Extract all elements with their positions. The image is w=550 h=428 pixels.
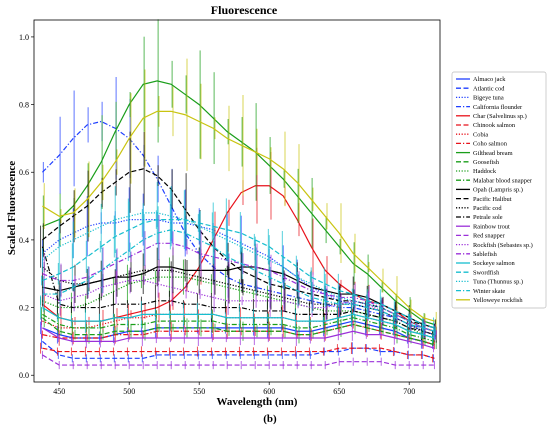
legend-label: Almaco jack [473, 76, 506, 83]
legend-label: Swordfish [473, 269, 500, 276]
legend-label: Sablefish [473, 251, 498, 258]
legend-label: Coho salmon [473, 141, 508, 148]
x-tick-label: 700 [403, 387, 415, 396]
series-line [42, 307, 435, 339]
legend-label: Rockfish (Sebastes sp.) [473, 242, 533, 249]
legend-label: Yelloweye rockfish [473, 297, 523, 304]
series-line [41, 120, 435, 332]
y-tick-label: 0.6 [19, 168, 29, 177]
series-20 [40, 295, 435, 343]
legend-box [451, 71, 547, 309]
legend-label: Pacific Halibut [473, 196, 512, 203]
legend-label: Bigeye tuna [473, 95, 504, 102]
legend-label: Malabar blood snapper [473, 177, 533, 184]
legend-label: Sockeye salmon [473, 260, 516, 267]
legend-label: Opah (Lampris sp.) [473, 187, 523, 194]
series-11 [41, 307, 435, 347]
series-9 [42, 308, 437, 349]
series-line [42, 266, 435, 336]
y-tick-label: 0.4 [19, 236, 29, 245]
legend-label: Atlantic cod [473, 85, 505, 92]
x-tick-label: 600 [263, 387, 275, 396]
error-bars-24 [43, 58, 437, 331]
legend-label: Cobia [473, 131, 488, 138]
series-line [42, 323, 435, 346]
legend-label: Tuna (Thunnus sp.) [473, 279, 523, 286]
error-bars-1 [41, 333, 434, 363]
legend-label: Goosefish [473, 159, 500, 166]
legend-label: Rainbow trout [473, 223, 510, 230]
legend-label: Red snapper [473, 233, 506, 240]
x-tick-label: 500 [123, 387, 135, 396]
series-23 [42, 206, 436, 336]
legend-label: Petrale sole [473, 214, 503, 221]
plot-frame [33, 19, 441, 383]
series-1 [41, 333, 435, 363]
legend-label: Winter skate [473, 288, 505, 295]
legend-label: Chinook salmon [473, 122, 516, 129]
series-17 [41, 350, 435, 370]
series-line [42, 327, 435, 349]
series-16 [41, 317, 435, 353]
series-line [42, 340, 435, 359]
series-line [42, 313, 435, 342]
plot-marks [40, 19, 437, 370]
legend-label: California flounder [473, 104, 523, 111]
series-line [42, 80, 435, 326]
panel-label: (b) [263, 413, 277, 425]
series-line [42, 168, 435, 329]
axes: 450 500 550 600 650 700 0.0 0.2 0.4 0.6 0.8 1.0 [19, 33, 415, 396]
series-24 [42, 58, 437, 331]
x-tick-label: 650 [333, 387, 345, 396]
series-8 [42, 19, 436, 330]
x-tick-label: 450 [53, 387, 65, 396]
legend-label: Gilthead bream [473, 150, 513, 157]
series-22 [41, 181, 435, 339]
series-line [42, 219, 435, 329]
series-line [42, 347, 435, 359]
x-tick-label: 550 [193, 387, 205, 396]
y-tick-label: 0.8 [19, 101, 29, 110]
y-tick-label: 0.2 [19, 304, 29, 313]
series-line [42, 110, 435, 322]
series-5 [40, 342, 435, 363]
legend-label: Char (Salvelinus sp.) [473, 113, 527, 120]
series-line [42, 229, 435, 332]
legend-label: Haddock [473, 168, 497, 175]
series-line [42, 279, 435, 332]
legend-label: Pacific cod [473, 205, 502, 212]
legend: Almaco jack Atlantic cod Bigeye tuna Califo… [451, 71, 547, 309]
series-line [42, 276, 435, 339]
y-tick-label: 1.0 [19, 33, 29, 42]
y-axis-title: Scaled Fluorescence [6, 161, 18, 255]
series-21 [41, 189, 435, 339]
x-axis-title: Wavelength (nm) [217, 396, 298, 408]
y-tick-label: 0.0 [19, 371, 29, 380]
chart-title: Fluorescence [211, 3, 278, 17]
series-line [42, 212, 435, 332]
series-line [42, 354, 435, 366]
series-line [42, 317, 435, 346]
